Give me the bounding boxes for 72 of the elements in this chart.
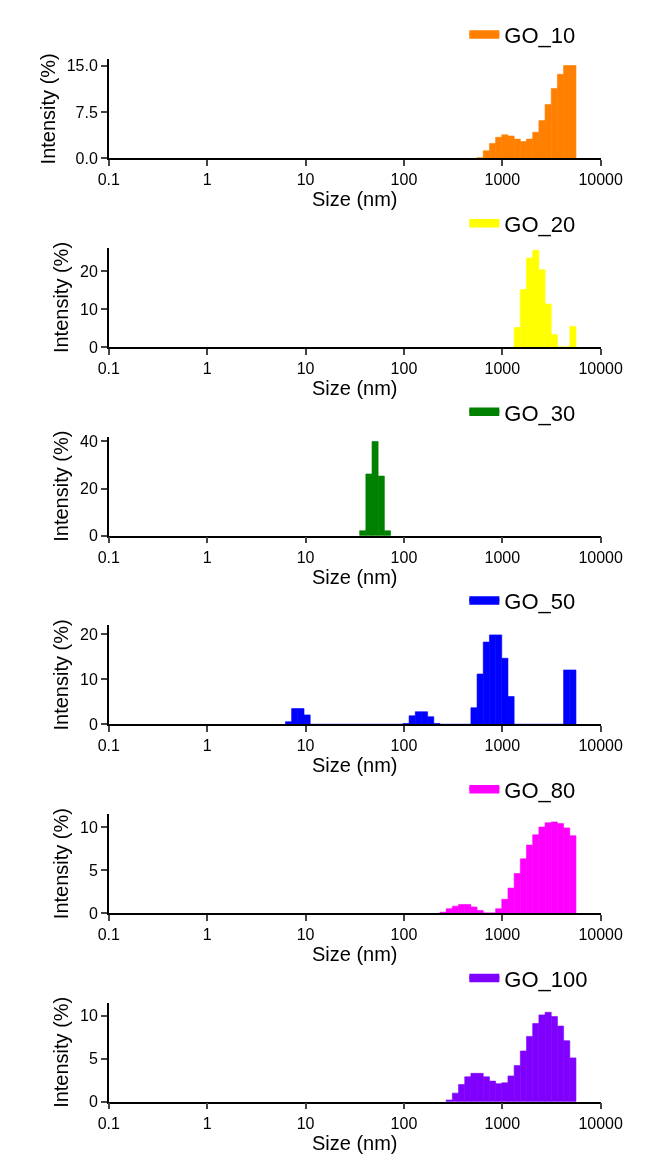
x-tick-label: 1000	[484, 1114, 521, 1132]
x-tick-label: 10000	[578, 171, 624, 189]
x-tick-label: 1000	[484, 171, 521, 189]
x-tick-label: 0.1	[97, 171, 121, 189]
y-tick-label: 7.5	[75, 103, 98, 121]
x-tick-label: 100	[390, 548, 418, 566]
y-axis-title: Intensity (%)	[50, 808, 73, 920]
x-tick-label: 10000	[578, 737, 624, 755]
x-tick-label: 0.1	[97, 737, 121, 755]
x-axis-title: Size (nm)	[311, 1131, 398, 1154]
x-tick-label: 1	[202, 359, 212, 377]
y-tick-label: 10	[80, 1007, 98, 1025]
y-tick-label: 0	[88, 527, 98, 545]
legend-label: GO_50	[504, 589, 576, 615]
legend-label: GO_30	[504, 400, 576, 426]
y-tick-label: 0.0	[75, 149, 98, 167]
x-axis-title: Size (nm)	[311, 565, 398, 588]
y-tick-label: 10	[80, 670, 98, 688]
x-tick-label: 10000	[578, 1114, 624, 1132]
x-tick-label: 10000	[578, 548, 624, 566]
x-tick-label: 1000	[484, 548, 521, 566]
legend-label: GO_80	[504, 778, 576, 804]
legend-label: GO_20	[504, 211, 576, 237]
x-tick-label: 1	[202, 737, 212, 755]
x-tick-label: 0.1	[97, 925, 121, 943]
y-tick-label: 10	[80, 300, 98, 318]
x-axis-title: Size (nm)	[311, 188, 398, 211]
y-tick-label: 0	[88, 904, 98, 922]
x-tick-label: 0.1	[97, 548, 121, 566]
x-tick-label: 10	[296, 359, 315, 377]
x-tick-label: 10	[296, 737, 315, 755]
y-axis-title: Intensity (%)	[50, 996, 73, 1108]
x-tick-label: 10000	[578, 925, 624, 943]
x-axis-title: Size (nm)	[311, 376, 398, 399]
y-tick-label: 5	[88, 861, 98, 879]
x-tick-label: 100	[390, 359, 418, 377]
x-tick-label: 0.1	[97, 359, 121, 377]
y-tick-label: 0	[88, 715, 98, 733]
y-tick-label: 0	[88, 338, 98, 356]
y-tick-label: 20	[80, 262, 98, 280]
y-tick-label: 20	[80, 626, 98, 644]
x-tick-label: 100	[390, 1114, 418, 1132]
x-tick-label: 0.1	[97, 1114, 121, 1132]
y-tick-label: 15.0	[66, 57, 98, 75]
x-axis-title: Size (nm)	[311, 942, 398, 965]
x-tick-label: 1	[202, 925, 212, 943]
y-tick-label: 10	[80, 818, 98, 836]
y-axis-title: Intensity (%)	[50, 241, 73, 354]
x-tick-label: 1	[202, 171, 212, 189]
y-axis-title: Intensity (%)	[50, 430, 73, 542]
x-tick-label: 1	[202, 548, 212, 566]
y-tick-label: 20	[80, 480, 98, 498]
y-tick-label: 0	[88, 1093, 98, 1111]
x-tick-label: 100	[390, 737, 418, 755]
x-tick-label: 1	[202, 1114, 212, 1132]
x-tick-label: 10	[296, 171, 315, 189]
x-axis-title: Size (nm)	[311, 754, 398, 777]
x-tick-label: 1000	[484, 359, 521, 377]
legend-label: GO_10	[504, 23, 576, 49]
legend-label: GO_100	[504, 966, 588, 992]
x-tick-label: 10000	[578, 359, 624, 377]
y-tick-label: 40	[80, 433, 98, 451]
x-tick-label: 1000	[484, 737, 521, 755]
y-axis-title: Intensity (%)	[36, 53, 59, 165]
x-tick-label: 100	[390, 171, 418, 189]
x-tick-label: 100	[390, 925, 418, 943]
x-tick-label: 1000	[484, 925, 521, 943]
x-tick-label: 10	[296, 925, 315, 943]
x-tick-label: 10	[296, 1114, 315, 1132]
y-tick-label: 5	[88, 1050, 98, 1068]
x-tick-label: 10	[296, 548, 315, 566]
y-axis-title: Intensity (%)	[50, 619, 73, 731]
